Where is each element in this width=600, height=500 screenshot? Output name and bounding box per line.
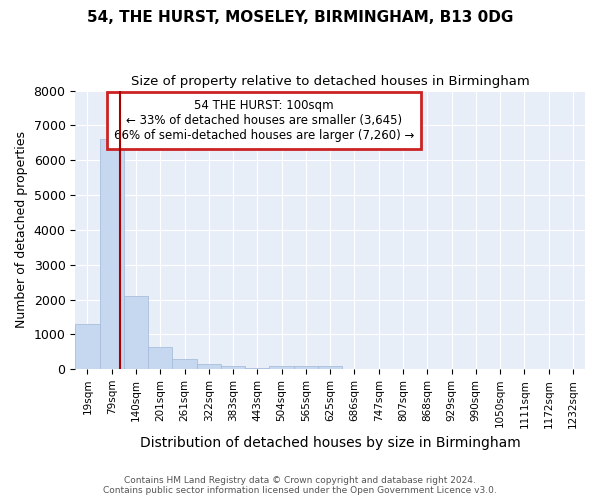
Bar	[318, 366, 342, 369]
Bar	[221, 366, 245, 369]
Title: Size of property relative to detached houses in Birmingham: Size of property relative to detached ho…	[131, 75, 530, 88]
Text: 54, THE HURST, MOSELEY, BIRMINGHAM, B13 0DG: 54, THE HURST, MOSELEY, BIRMINGHAM, B13 …	[87, 10, 513, 25]
Text: 54 THE HURST: 100sqm
← 33% of detached houses are smaller (3,645)
66% of semi-de: 54 THE HURST: 100sqm ← 33% of detached h…	[113, 99, 414, 142]
Bar	[148, 346, 172, 369]
Bar	[245, 368, 269, 369]
Bar	[172, 358, 197, 369]
Bar	[124, 296, 148, 369]
X-axis label: Distribution of detached houses by size in Birmingham: Distribution of detached houses by size …	[140, 436, 521, 450]
Bar	[100, 140, 124, 369]
Bar	[269, 366, 294, 369]
Y-axis label: Number of detached properties: Number of detached properties	[15, 132, 28, 328]
Bar	[294, 366, 318, 369]
Bar	[75, 324, 100, 369]
Bar	[197, 364, 221, 369]
Text: Contains HM Land Registry data © Crown copyright and database right 2024.
Contai: Contains HM Land Registry data © Crown c…	[103, 476, 497, 495]
